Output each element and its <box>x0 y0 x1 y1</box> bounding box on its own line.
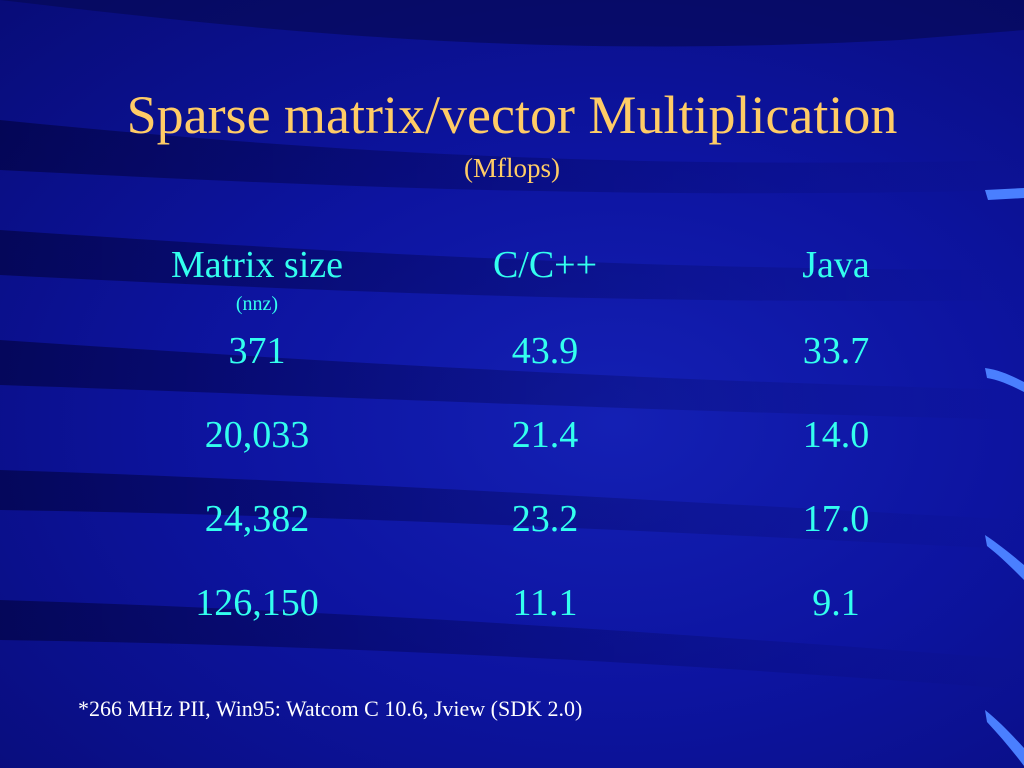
table-cell: 9.1 <box>812 582 860 624</box>
footnote: *266 MHz PII, Win95: Watcom C 10.6, Jvie… <box>78 696 583 721</box>
table-cell: 43.9 <box>511 330 579 372</box>
table-cell: 24,382 <box>204 498 310 540</box>
table-cell: 14.0 <box>802 414 870 456</box>
column-subheader: (nnz) <box>235 293 279 315</box>
table-cell: 21.4 <box>511 414 579 456</box>
table-cell: 126,150 <box>195 582 319 624</box>
column-header: Java <box>802 244 870 286</box>
table-cell: 371 <box>228 330 286 372</box>
table-cell: 33.7 <box>802 330 870 372</box>
column-header: Matrix size <box>170 244 343 286</box>
slide-subtitle: (Mflops) <box>464 153 560 183</box>
table-cell: 11.1 <box>512 582 578 624</box>
table-cell: 20,033 <box>204 414 310 456</box>
column-header: C/C++ <box>492 244 598 286</box>
table-cell: 23.2 <box>511 498 579 540</box>
table-cell: 17.0 <box>802 498 870 540</box>
slide-title: Sparse matrix/vector Multiplication <box>126 85 898 145</box>
